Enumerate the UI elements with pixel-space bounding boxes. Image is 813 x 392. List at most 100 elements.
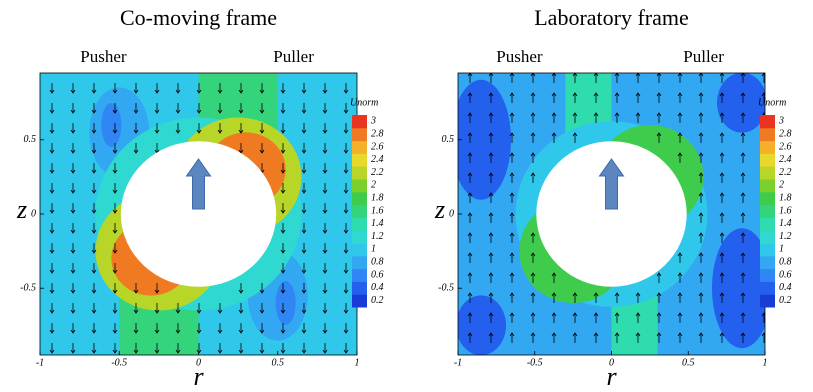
- quiver-head: [301, 349, 307, 354]
- quiver-head: [488, 152, 494, 157]
- field: [40, 73, 357, 355]
- quiver-head: [488, 192, 494, 197]
- quiver-head: [196, 329, 202, 334]
- quiver-head: [614, 332, 620, 337]
- quiver-head: [259, 129, 265, 134]
- colorbar-tick-label: 0.2: [779, 295, 792, 306]
- quiver-head: [217, 329, 223, 334]
- quiver-head: [301, 169, 307, 174]
- quiver-head: [593, 292, 599, 297]
- quiver-head: [91, 169, 97, 174]
- quiver-head: [551, 292, 557, 297]
- quiver-head: [740, 272, 746, 277]
- quiver-head: [49, 349, 55, 354]
- quiver-head: [238, 289, 244, 294]
- colorbar-band: [760, 191, 775, 206]
- quiver-head: [677, 132, 683, 137]
- quiver-head: [49, 169, 55, 174]
- colorbar-tick-label: 1.4: [371, 218, 384, 229]
- colorbar-tick-label: 0.8: [779, 256, 792, 267]
- quiver-head: [677, 252, 683, 257]
- quiver-head: [761, 73, 765, 77]
- quiver-head: [280, 89, 286, 94]
- quiver-head: [343, 109, 349, 114]
- quiver-head: [91, 229, 97, 234]
- quiver-head: [572, 92, 578, 97]
- quiver-head: [301, 289, 307, 294]
- quiver-head: [70, 189, 76, 194]
- colorbar-band: [760, 115, 775, 129]
- quiver-head: [112, 169, 118, 174]
- colorbar-band: [352, 243, 367, 257]
- y-tick-label: -0.5: [20, 283, 36, 294]
- quiver-head: [49, 209, 55, 214]
- quiver-head: [656, 272, 662, 277]
- quiver-head: [301, 229, 307, 234]
- quiver-head: [551, 132, 557, 137]
- colorbar-tick-label: 1: [371, 244, 376, 255]
- x-tick-label: -0.5: [111, 357, 127, 368]
- quiver-head: [488, 92, 494, 97]
- quiver-head: [698, 132, 704, 137]
- quiver-head: [698, 252, 704, 257]
- quiver-head: [593, 73, 599, 77]
- quiver-head: [488, 112, 494, 117]
- colorbar-tick-label: 0.8: [371, 256, 384, 267]
- colorbar-band: [760, 243, 775, 257]
- quiver-head: [719, 112, 725, 117]
- quiver-head: [49, 289, 55, 294]
- quiver-head: [719, 272, 725, 277]
- quiver-head: [280, 229, 286, 234]
- y-axis-label: z: [434, 195, 445, 224]
- quiver-head: [49, 89, 55, 94]
- quiver-head: [112, 329, 118, 334]
- quiver-head: [488, 73, 494, 77]
- quiver-head: [70, 169, 76, 174]
- y-tick-label: 0: [31, 208, 36, 219]
- quiver-head: [322, 289, 328, 294]
- quiver-head: [719, 192, 725, 197]
- quiver-head: [467, 132, 473, 137]
- x-tick-label: 0.5: [272, 357, 285, 368]
- quiver-head: [509, 132, 515, 137]
- quiver-head: [49, 189, 55, 194]
- colorbar-band: [352, 115, 367, 129]
- quiver-head: [488, 252, 494, 257]
- annotation: Pusher: [80, 47, 127, 66]
- quiver-head: [656, 312, 662, 317]
- quiver-head: [91, 129, 97, 134]
- quiver-head: [698, 152, 704, 157]
- colorbar-tick-label: 1: [779, 244, 784, 255]
- quiver-head: [238, 149, 244, 154]
- quiver-head: [635, 112, 641, 117]
- blob: [458, 79, 512, 200]
- quiver-head: [467, 112, 473, 117]
- quiver-head: [656, 292, 662, 297]
- quiver-head: [133, 329, 139, 334]
- quiver-head: [301, 329, 307, 334]
- quiver-head: [133, 289, 139, 294]
- quiver-head: [614, 112, 620, 117]
- quiver-head: [91, 289, 97, 294]
- quiver-head: [91, 329, 97, 334]
- colorbar-tick-label: 1.8: [371, 192, 384, 203]
- quiver-head: [259, 329, 265, 334]
- y-tick-label: 0.5: [24, 134, 37, 145]
- quiver-head: [719, 332, 725, 337]
- quiver-head: [259, 89, 265, 94]
- quiver-head: [49, 249, 55, 254]
- colorbar-tick-label: 2: [371, 180, 376, 191]
- quiver-head: [719, 152, 725, 157]
- quiver-head: [614, 312, 620, 317]
- quiver-head: [301, 269, 307, 274]
- colorbar-tick-label: 0.6: [371, 269, 384, 280]
- quiver-head: [698, 232, 704, 237]
- quiver-head: [175, 129, 181, 134]
- quiver-head: [70, 89, 76, 94]
- quiver-head: [322, 309, 328, 314]
- quiver-head: [175, 349, 181, 354]
- quiver-head: [698, 332, 704, 337]
- quiver-head: [740, 73, 746, 77]
- quiver-head: [488, 132, 494, 137]
